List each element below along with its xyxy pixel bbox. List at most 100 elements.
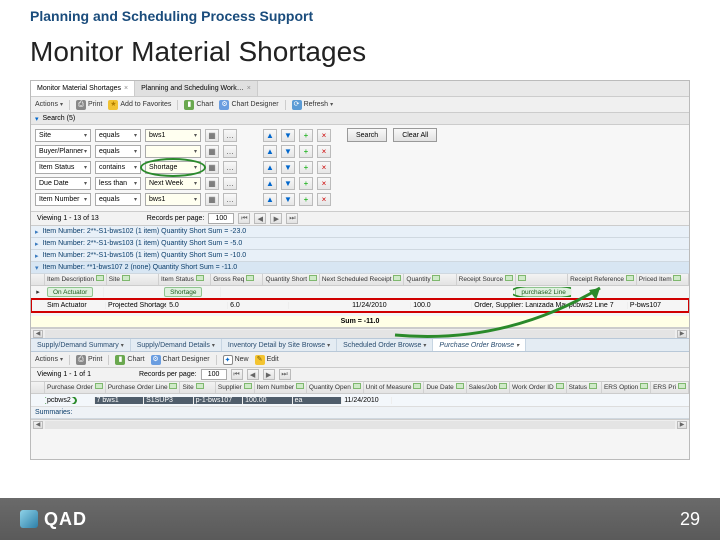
group-row[interactable]: ▸Item Number: 2**-S1-bws105 (1 item) Qua… xyxy=(31,250,689,262)
search-button[interactable]: Search xyxy=(347,128,387,142)
remove-filter-button[interactable]: × xyxy=(317,129,331,142)
column-header[interactable]: Gross Req xyxy=(211,274,263,285)
column-header[interactable]: Receipt Reference xyxy=(568,274,637,285)
group-row[interactable]: ▸Item Number: 2**-S1-bws103 (1 item) Qua… xyxy=(31,238,689,250)
lookup-button[interactable]: ▦ xyxy=(205,129,219,142)
add-filter-button[interactable]: + xyxy=(299,177,313,190)
filter-field-name[interactable]: Due Date▾ xyxy=(35,177,91,190)
lookup-button[interactable]: … xyxy=(223,161,237,174)
add-filter-button[interactable]: + xyxy=(299,145,313,158)
column-header[interactable]: ERS Option xyxy=(602,382,651,393)
detail-tab[interactable]: Supply/Demand Summary ▾ xyxy=(31,339,131,351)
column-header[interactable]: Receipt Source xyxy=(457,274,516,285)
filter-icon[interactable] xyxy=(353,383,361,389)
column-header[interactable]: Due Date xyxy=(424,382,466,393)
actions-menu[interactable]: Actions▾ xyxy=(35,356,63,363)
filter-icon[interactable] xyxy=(96,275,104,281)
move-up-button[interactable]: ▲ xyxy=(263,193,277,206)
column-header[interactable]: Item Description xyxy=(45,274,107,285)
detail-tab[interactable]: Purchase Order Browse ▾ xyxy=(433,339,526,351)
column-header[interactable]: Site xyxy=(180,382,215,393)
filter-icon[interactable] xyxy=(246,275,254,281)
tab-monitor-shortages[interactable]: Monitor Material Shortages × xyxy=(31,81,135,96)
column-header[interactable]: Sales/Job xyxy=(467,382,510,393)
move-up-button[interactable]: ▲ xyxy=(263,177,277,190)
add-filter-button[interactable]: + xyxy=(299,161,313,174)
remove-filter-button[interactable]: × xyxy=(317,177,331,190)
move-up-button[interactable]: ▲ xyxy=(263,145,277,158)
column-header[interactable]: Item Status xyxy=(159,274,211,285)
summaries-row[interactable]: Summaries: xyxy=(31,407,689,419)
filter-field-name[interactable]: Item Status▾ xyxy=(35,161,91,174)
move-down-button[interactable]: ▼ xyxy=(281,161,295,174)
h-scrollbar[interactable]: ◀ ▶ xyxy=(31,419,689,429)
filter-icon[interactable] xyxy=(589,383,597,389)
close-icon[interactable]: × xyxy=(124,85,128,92)
filter-icon[interactable] xyxy=(413,383,421,389)
column-header[interactable] xyxy=(516,274,568,285)
filter-icon[interactable] xyxy=(296,383,304,389)
filter-icon[interactable] xyxy=(196,383,204,389)
rpp-input[interactable] xyxy=(201,369,227,380)
h-scrollbar[interactable]: ◀ ▶ xyxy=(31,328,689,338)
detail-tab[interactable]: Supply/Demand Details ▾ xyxy=(131,339,222,351)
filter-icon[interactable] xyxy=(432,275,440,281)
filter-icon[interactable] xyxy=(626,275,634,281)
filter-icon[interactable] xyxy=(393,275,401,281)
filter-icon[interactable] xyxy=(244,383,252,389)
table-row[interactable]: ▸ On Actuator Shortage purchase2 Line xyxy=(31,286,689,299)
filter-icon[interactable] xyxy=(309,275,317,281)
filter-icon[interactable] xyxy=(673,275,681,281)
print-button[interactable]: ⎙Print xyxy=(76,100,102,110)
column-header[interactable]: Site xyxy=(107,274,159,285)
column-header[interactable]: Quantity Short xyxy=(263,274,319,285)
move-down-button[interactable]: ▼ xyxy=(281,129,295,142)
filter-icon[interactable] xyxy=(456,383,464,389)
detail-tab[interactable]: Scheduled Order Browse ▾ xyxy=(337,339,433,351)
filter-operator[interactable]: less than▾ xyxy=(95,177,141,190)
lookup-button[interactable]: … xyxy=(223,145,237,158)
lookup-button[interactable]: ▦ xyxy=(205,193,219,206)
filter-icon[interactable] xyxy=(122,275,130,281)
filter-value[interactable]: ▾ xyxy=(145,145,201,158)
column-header[interactable]: Quantity xyxy=(404,274,456,285)
prev-page-button[interactable]: ◀ xyxy=(247,369,259,380)
column-header[interactable]: Unit of Measure xyxy=(364,382,425,393)
column-header[interactable]: Purchase Order Line xyxy=(106,382,181,393)
filter-field-name[interactable]: Item Number▾ xyxy=(35,193,91,206)
edit-button[interactable]: ✎Edit xyxy=(255,355,279,365)
chart-designer-button[interactable]: ⚙Chart Designer xyxy=(219,100,278,110)
column-header[interactable]: Priced Item xyxy=(637,274,689,285)
lookup-button[interactable]: ▦ xyxy=(205,177,219,190)
filter-value[interactable]: Next Week▾ xyxy=(145,177,201,190)
refresh-button[interactable]: ⟳Refresh▾ xyxy=(292,100,334,110)
filter-icon[interactable] xyxy=(505,275,513,281)
new-button[interactable]: ✦New xyxy=(223,355,249,365)
filter-operator[interactable]: equals▾ xyxy=(95,129,141,142)
move-up-button[interactable]: ▲ xyxy=(263,161,277,174)
filter-field-name[interactable]: Site▾ xyxy=(35,129,91,142)
lookup-button[interactable]: ▦ xyxy=(205,145,219,158)
print-button[interactable]: ⎙Print xyxy=(76,355,102,365)
group-row[interactable]: ▸Item Number: 2**-S1-bws102 (1 item) Qua… xyxy=(31,226,689,238)
first-page-button[interactable]: ⏮ xyxy=(231,369,243,380)
lookup-button[interactable]: … xyxy=(223,177,237,190)
chart-designer-button[interactable]: ⚙Chart Designer xyxy=(151,355,210,365)
add-favorites-button[interactable]: ★Add to Favorites xyxy=(108,100,171,110)
remove-filter-button[interactable]: × xyxy=(317,145,331,158)
column-header[interactable]: Work Order ID xyxy=(510,382,567,393)
last-page-button[interactable]: ⏭ xyxy=(286,213,298,224)
search-toggle[interactable]: ▾ Search (5) xyxy=(31,113,689,125)
filter-icon[interactable] xyxy=(499,383,507,389)
filter-icon[interactable] xyxy=(640,383,648,389)
filter-icon[interactable] xyxy=(169,383,177,389)
filter-value[interactable]: bws1▾ xyxy=(145,129,201,142)
table-row[interactable]: Sim Actuator Projected Shortage 5.0 6.0 … xyxy=(31,299,689,312)
filter-field-name[interactable]: Buyer/Planner▾ xyxy=(35,145,91,158)
filter-icon[interactable] xyxy=(518,275,526,281)
remove-filter-button[interactable]: × xyxy=(317,161,331,174)
rpp-input[interactable] xyxy=(208,213,234,224)
move-down-button[interactable]: ▼ xyxy=(281,145,295,158)
last-page-button[interactable]: ⏭ xyxy=(279,369,291,380)
close-icon[interactable]: × xyxy=(247,85,251,92)
